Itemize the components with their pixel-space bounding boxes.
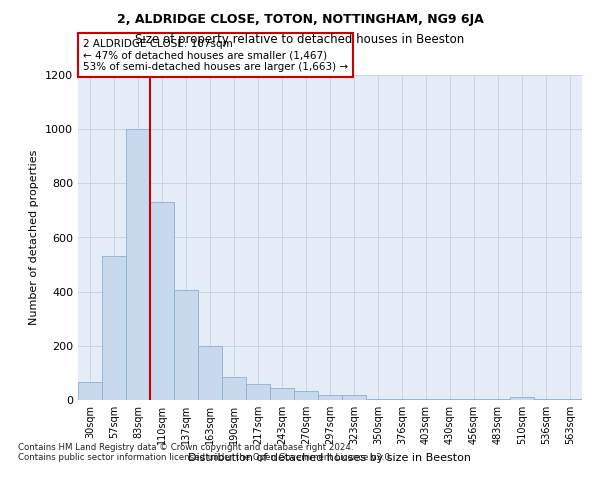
Bar <box>390 398 414 400</box>
Bar <box>222 377 246 400</box>
Bar <box>150 202 174 400</box>
Bar <box>510 398 534 400</box>
Bar <box>318 395 342 400</box>
Bar <box>414 398 438 400</box>
Bar <box>558 398 582 400</box>
Bar <box>174 290 198 400</box>
Text: 2, ALDRIDGE CLOSE, TOTON, NOTTINGHAM, NG9 6JA: 2, ALDRIDGE CLOSE, TOTON, NOTTINGHAM, NG… <box>116 12 484 26</box>
Text: Contains HM Land Registry data © Crown copyright and database right 2024.
Contai: Contains HM Land Registry data © Crown c… <box>18 442 392 462</box>
Text: Size of property relative to detached houses in Beeston: Size of property relative to detached ho… <box>136 32 464 46</box>
Bar <box>270 388 294 400</box>
Bar <box>102 256 126 400</box>
Bar <box>462 398 486 400</box>
Bar <box>366 398 390 400</box>
Bar <box>486 398 510 400</box>
Bar <box>294 391 318 400</box>
Bar <box>534 398 558 400</box>
Bar <box>198 346 222 400</box>
Y-axis label: Number of detached properties: Number of detached properties <box>29 150 40 325</box>
Bar <box>438 398 462 400</box>
Bar <box>342 395 366 400</box>
Bar <box>126 129 150 400</box>
Text: 2 ALDRIDGE CLOSE: 107sqm
← 47% of detached houses are smaller (1,467)
53% of sem: 2 ALDRIDGE CLOSE: 107sqm ← 47% of detach… <box>83 38 348 72</box>
X-axis label: Distribution of detached houses by size in Beeston: Distribution of detached houses by size … <box>188 452 472 462</box>
Bar <box>78 382 102 400</box>
Bar <box>246 384 270 400</box>
